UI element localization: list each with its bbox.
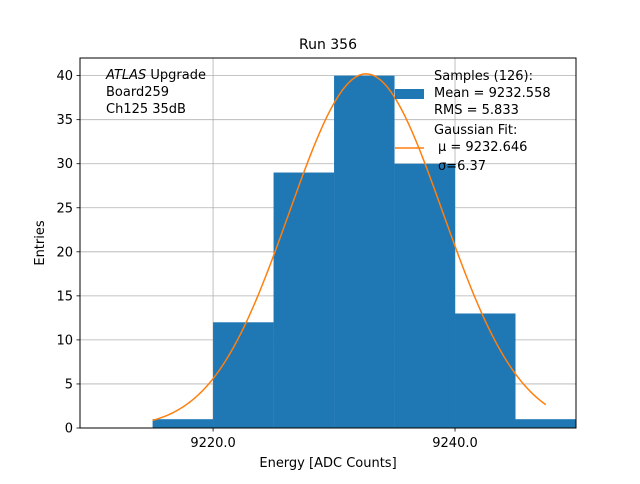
y-tick-label: 15 — [56, 289, 73, 304]
atlas-label: ATLAS — [105, 68, 146, 83]
x-tick-label: 9220.0 — [190, 436, 236, 451]
histogram-bar — [274, 173, 334, 428]
legend-fit-title: Gaussian Fit: — [434, 123, 517, 138]
legend-fit-sigma: σ=6.37 — [438, 159, 486, 174]
histogram-bar — [455, 313, 515, 428]
histogram-bar — [153, 419, 213, 428]
channel-label: Ch125 35dB — [106, 102, 186, 117]
histogram-bar — [213, 322, 273, 428]
y-tick-label: 25 — [56, 201, 73, 216]
y-tick-label: 40 — [56, 69, 73, 84]
y-tick-label: 0 — [65, 422, 73, 437]
chart-title: Run 356 — [299, 37, 357, 53]
legend-fit-mu: μ = 9232.646 — [438, 140, 527, 155]
legend-samples-title: Samples (126): — [434, 69, 533, 84]
legend-samples-swatch — [395, 89, 424, 99]
y-axis-label: Entries — [33, 220, 48, 266]
legend-samples-mean: Mean = 9232.558 — [434, 86, 551, 101]
board-label: Board259 — [106, 85, 169, 100]
y-tick-label: 20 — [56, 245, 73, 260]
y-tick-label: 30 — [56, 157, 73, 172]
histogram-bar — [334, 76, 394, 428]
histogram-chart: 0 5 10 15 20 25 30 35 40 9220.0 9240.0 Run 356 Ene… — [0, 0, 640, 480]
y-tick-label: 35 — [56, 113, 73, 128]
histogram-bar — [395, 164, 455, 428]
atlas-label-line: ATLAS Upgrade — [105, 68, 206, 83]
y-tick-label: 5 — [65, 377, 73, 392]
x-axis-label: Energy [ADC Counts] — [259, 456, 396, 471]
legend-samples-rms: RMS = 5.833 — [434, 103, 519, 118]
histogram-bar — [516, 419, 576, 428]
upgrade-label: Upgrade — [146, 68, 206, 83]
y-tick-label: 10 — [56, 333, 73, 348]
x-tick-label: 9240.0 — [432, 436, 478, 451]
